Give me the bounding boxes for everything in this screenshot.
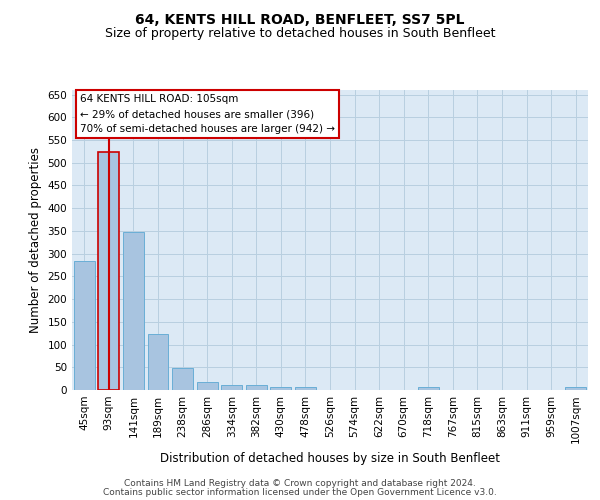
Bar (98, 152, 119, 390)
Bar (418, 388, 439, 390)
Bar (271, 388, 292, 390)
Bar (172, 368, 193, 390)
Y-axis label: Number of detached properties: Number of detached properties (29, 147, 42, 333)
Text: Size of property relative to detached houses in South Benfleet: Size of property relative to detached ho… (105, 28, 495, 40)
Bar (246, 385, 267, 390)
Bar (221, 385, 242, 390)
Bar (565, 388, 586, 390)
Text: Contains public sector information licensed under the Open Government Licence v3: Contains public sector information licen… (103, 488, 497, 497)
Bar (123, 232, 144, 390)
Text: 64 KENTS HILL ROAD: 105sqm
← 29% of detached houses are smaller (396)
70% of sem: 64 KENTS HILL ROAD: 105sqm ← 29% of deta… (80, 94, 335, 134)
Bar (74, 262, 95, 390)
Bar (148, 334, 169, 390)
Text: 64, KENTS HILL ROAD, BENFLEET, SS7 5PL: 64, KENTS HILL ROAD, BENFLEET, SS7 5PL (135, 12, 465, 26)
X-axis label: Distribution of detached houses by size in South Benfleet: Distribution of detached houses by size … (160, 452, 500, 464)
Bar (295, 388, 316, 390)
Bar (197, 382, 218, 390)
Text: Contains HM Land Registry data © Crown copyright and database right 2024.: Contains HM Land Registry data © Crown c… (124, 478, 476, 488)
